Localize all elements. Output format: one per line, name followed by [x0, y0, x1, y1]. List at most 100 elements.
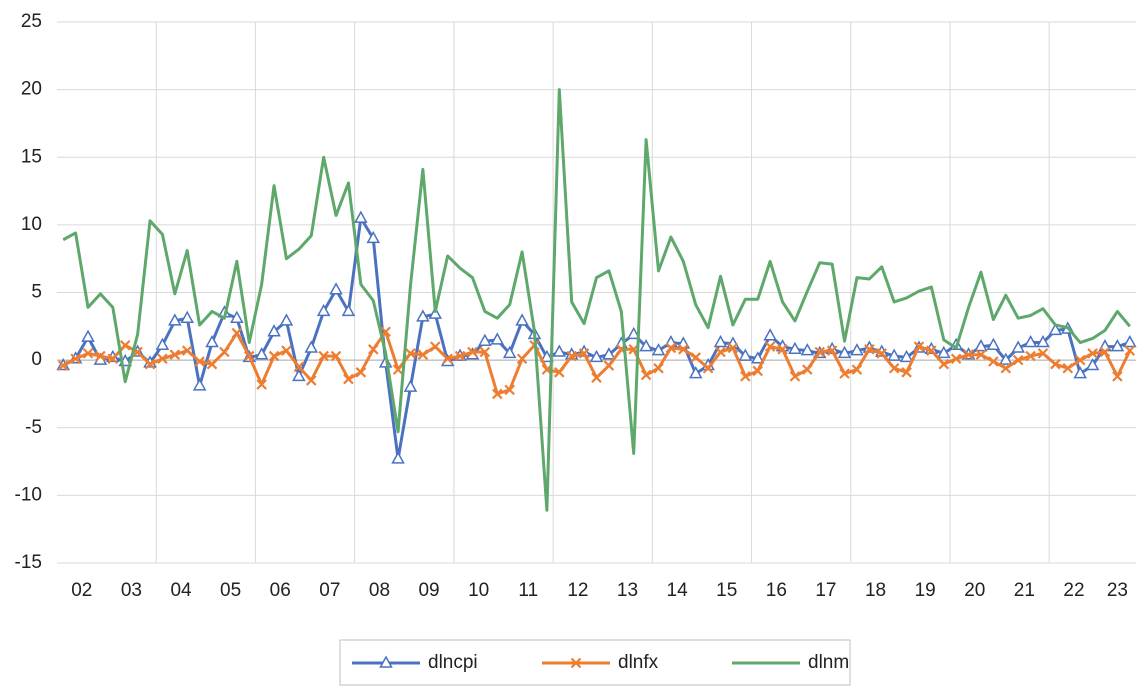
marker	[850, 343, 864, 356]
y-tick-label: 5	[31, 282, 42, 303]
marker	[479, 346, 491, 358]
marker	[570, 657, 582, 669]
y-tick-label: 10	[21, 214, 42, 235]
marker	[653, 362, 664, 374]
marker	[901, 367, 912, 378]
marker	[416, 309, 430, 322]
marker	[490, 332, 505, 345]
x-tick-label: 10	[468, 580, 489, 601]
marker	[95, 350, 106, 362]
x-tick-label: 02	[71, 580, 92, 601]
marker	[119, 339, 131, 351]
marker	[1062, 362, 1074, 374]
marker	[403, 379, 418, 392]
marker	[155, 337, 170, 350]
x-tick-label: 23	[1107, 580, 1128, 601]
x-tick-label: 13	[617, 580, 638, 601]
marker	[702, 362, 714, 374]
marker	[1085, 357, 1100, 371]
marker	[181, 345, 193, 356]
marker	[107, 353, 119, 365]
marker	[256, 379, 267, 390]
marker	[442, 353, 453, 365]
marker	[899, 349, 914, 363]
marker	[454, 350, 466, 362]
marker	[1011, 340, 1025, 353]
marker	[986, 337, 1001, 350]
x-tick-label: 14	[667, 580, 689, 601]
series-line	[62, 216, 1131, 461]
legend-label: dlncpi	[428, 652, 478, 673]
marker	[715, 346, 726, 358]
marker	[936, 345, 951, 359]
marker	[839, 368, 850, 379]
marker	[763, 328, 777, 341]
marker	[57, 360, 69, 371]
x-tick-label: 20	[964, 580, 985, 601]
marker	[82, 348, 94, 359]
x-tick-label: 11	[518, 580, 538, 601]
marker	[690, 352, 701, 363]
marker	[292, 368, 306, 382]
marker	[1025, 350, 1036, 362]
marker	[864, 344, 875, 355]
marker	[206, 358, 218, 370]
marker	[405, 348, 416, 359]
marker	[254, 347, 269, 360]
marker	[379, 655, 393, 668]
marker	[318, 350, 329, 362]
marker	[341, 303, 356, 317]
y-tick-label: 20	[21, 79, 42, 100]
marker	[800, 343, 815, 356]
marker	[764, 341, 776, 352]
marker	[999, 352, 1013, 365]
marker	[304, 340, 319, 353]
marker	[144, 358, 156, 370]
x-tick-label: 15	[716, 580, 737, 601]
legend-label: dlnfx	[618, 652, 659, 673]
marker	[777, 344, 788, 355]
marker	[429, 341, 441, 352]
marker	[293, 361, 305, 373]
marker	[157, 353, 168, 365]
y-tick-label: 15	[21, 146, 42, 167]
marker	[688, 366, 703, 379]
marker	[887, 348, 901, 361]
x-tick-label: 19	[915, 580, 936, 601]
marker	[168, 313, 182, 326]
marker	[566, 350, 577, 362]
marker	[366, 230, 381, 244]
marker	[750, 351, 765, 364]
marker	[788, 341, 802, 355]
marker	[281, 345, 292, 356]
marker	[888, 362, 900, 374]
marker	[231, 327, 243, 339]
marker	[1050, 358, 1061, 370]
marker	[194, 356, 205, 367]
marker	[876, 348, 888, 359]
x-tick-label: 12	[567, 580, 588, 601]
marker	[70, 353, 81, 365]
marker	[963, 349, 974, 360]
x-tick-label: 18	[865, 580, 886, 601]
marker	[640, 369, 652, 381]
marker	[354, 210, 368, 223]
marker	[1000, 362, 1012, 374]
marker	[279, 313, 294, 326]
marker	[1037, 348, 1049, 359]
marker	[589, 349, 604, 363]
x-tick-label: 06	[270, 580, 291, 601]
marker	[1087, 348, 1098, 359]
marker	[502, 345, 517, 359]
marker	[1012, 354, 1024, 366]
marker	[329, 282, 343, 295]
marker	[938, 358, 950, 370]
marker	[478, 333, 492, 346]
marker	[851, 364, 863, 375]
x-tick-label: 17	[815, 580, 836, 601]
x-tick-label: 09	[418, 580, 439, 601]
marker	[1048, 322, 1063, 336]
marker	[837, 345, 852, 359]
marker	[316, 303, 331, 317]
